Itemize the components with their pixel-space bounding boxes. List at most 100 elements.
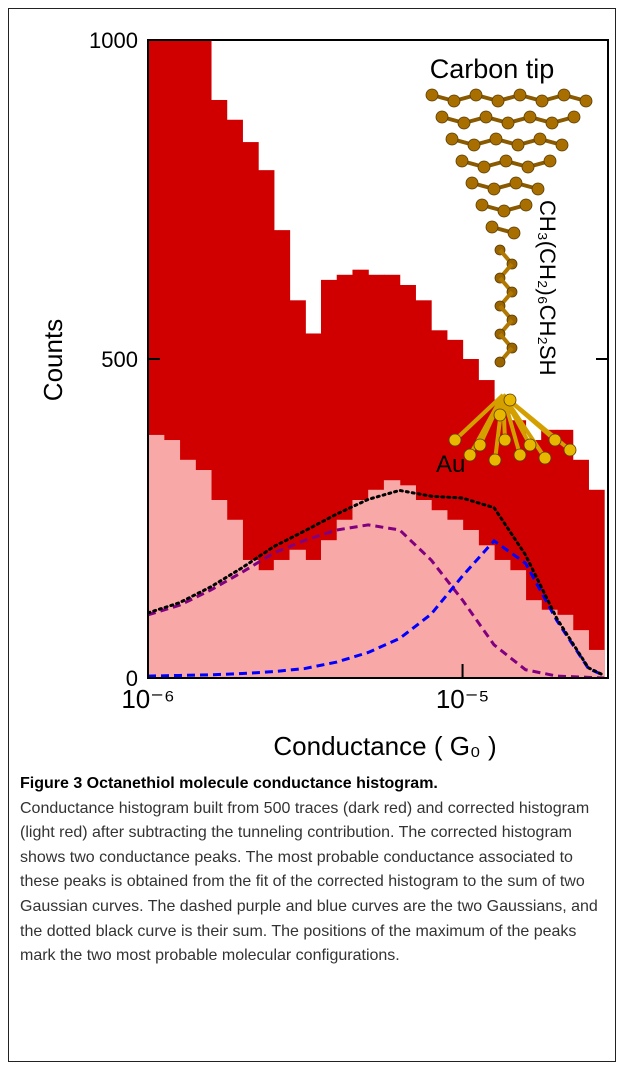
atom [445,132,459,146]
atom [521,160,535,174]
fit-curve [148,538,605,678]
atom [477,160,491,174]
atom [555,138,569,152]
atom [463,448,477,462]
atom [491,94,505,108]
histogram-bar [462,529,479,678]
atom [497,204,511,218]
atom [487,182,501,196]
atom [507,226,521,240]
atom [425,88,439,102]
atom [465,176,479,190]
atom [509,176,523,190]
histogram-bar [446,519,464,678]
atom [457,116,471,130]
atom [535,94,549,108]
atom [543,154,557,168]
atom [455,154,469,168]
histogram-bar [556,614,574,678]
x-axis-label: Conductance ( G₀ ) [273,731,496,761]
atom [475,198,489,212]
histogram-bar [163,440,181,678]
atom [563,443,577,457]
chart: 0 500 1000 10⁻⁶ 10⁻⁵ Carbon tip CH₃(CH₂)₆CH₂… [38,28,609,761]
atom [501,116,515,130]
atom [448,433,462,447]
histogram-bar [273,559,291,678]
histogram-bar [509,570,527,678]
atom [499,154,513,168]
atom [447,94,461,108]
histogram-bar [242,142,259,678]
bars [148,40,605,678]
histogram-bar [494,559,511,678]
atom [523,110,537,124]
histogram-bar [478,545,495,678]
bond [501,394,522,456]
atom [519,198,533,212]
y-tick-label: 0 [126,666,138,691]
y-axis-label: Counts [38,319,68,401]
atom [523,438,537,452]
annotation: Carbon tip [430,54,555,84]
y-tick-label: 500 [101,347,138,372]
atom [473,438,487,452]
histogram-bar [148,434,165,678]
histogram-bar [572,459,589,678]
atom [489,132,503,146]
figure-border [8,8,616,1062]
atom [503,393,517,407]
histogram-bar [336,519,354,678]
atom [488,453,502,467]
x-tick-label: 10⁻⁵ [436,684,489,714]
histogram-bar [195,470,212,678]
histogram-bar [226,519,243,678]
atom [498,433,512,447]
histogram-bar [383,480,401,678]
atom [479,110,493,124]
histogram-bar [242,559,259,678]
histogram-bar [415,499,432,678]
curves [148,488,606,678]
histogram-bar [588,489,605,678]
atom [557,88,571,102]
histogram-bar [179,459,196,678]
histogram-bar [399,485,416,678]
x-tick-label: 10⁻⁶ [121,684,174,714]
atom [435,110,449,124]
atom [469,88,483,102]
atom [579,94,593,108]
atom [538,451,552,465]
atom [513,448,527,462]
histogram-bar [258,570,275,678]
annotation: CH₃(CH₂)₆CH₂SH [535,200,560,375]
atom [493,408,507,422]
atom [533,132,547,146]
atom [531,182,545,196]
y-tick-label: 1000 [89,28,138,53]
caption: Figure 3 Octanethiol molecule conductanc… [20,772,612,969]
atom [511,138,525,152]
fit-curve [148,523,605,678]
histogram-bar [525,600,542,678]
annotation: Au [436,451,465,478]
histogram-bar [352,499,369,678]
caption-text: Conductance histogram built from 500 tra… [20,799,598,965]
histogram-bar [289,549,306,678]
histogram-bar [210,499,228,678]
caption-label: Figure 3 Octanethiol molecule conductanc… [20,775,438,792]
histogram-bar [258,170,275,678]
atom [548,433,562,447]
atom [545,116,559,130]
histogram-bar [368,489,385,678]
fit-curve [148,488,606,677]
axes: 0 500 1000 10⁻⁶ 10⁻⁵ [89,28,609,714]
molecule-illustration [425,88,593,467]
bond [453,393,505,442]
atom [467,138,481,152]
histogram-bar [305,559,322,678]
histogram-bar [431,510,448,678]
atom [485,220,499,234]
histogram-bar [541,609,558,678]
